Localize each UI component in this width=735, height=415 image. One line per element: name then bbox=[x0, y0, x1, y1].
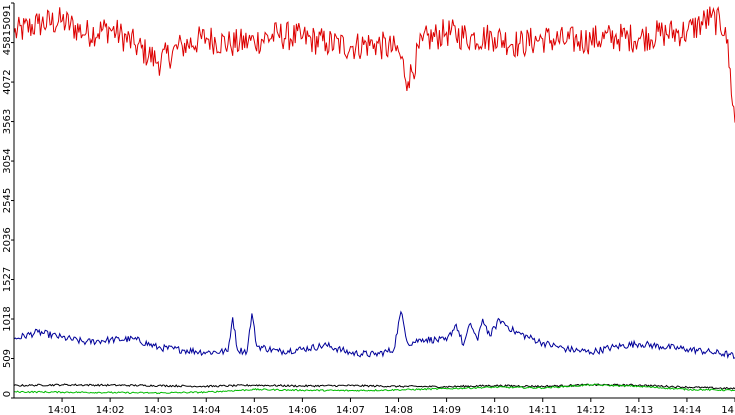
x-tick-label: 14:01 bbox=[48, 405, 77, 415]
y-tick-label: 5091 bbox=[2, 4, 13, 29]
x-tick-label: 14:12 bbox=[576, 405, 605, 415]
y-tick-label: 0 bbox=[2, 391, 13, 397]
y-tick-label: 3563 bbox=[2, 109, 13, 134]
series-line-1 bbox=[13, 6, 735, 123]
series-layer bbox=[13, 6, 735, 395]
x-tick-label: 14:11 bbox=[528, 405, 557, 415]
x-tick-label: 14:10 bbox=[480, 405, 509, 415]
y-tick-label: 1018 bbox=[2, 306, 13, 331]
y-tick-label: 4072 bbox=[2, 69, 13, 94]
x-tick-label: 14:04 bbox=[192, 405, 221, 415]
x-tick-label: 14:14 bbox=[673, 405, 702, 415]
x-tick-label: 14:07 bbox=[336, 405, 365, 415]
x-tick-label: 14:13 bbox=[624, 405, 653, 415]
x-tick-label: 14:08 bbox=[384, 405, 413, 415]
x-tick-label: 14:05 bbox=[240, 405, 269, 415]
y-tick-label: 509 bbox=[2, 349, 13, 368]
x-tick-label: 14:09 bbox=[432, 405, 461, 415]
y-tick-label: 2545 bbox=[2, 188, 13, 213]
y-tick-label: 4581 bbox=[2, 30, 13, 55]
x-tick-label: 14:02 bbox=[96, 405, 125, 415]
y-tick-label: 2036 bbox=[2, 227, 13, 252]
x-tick-label: 14:03 bbox=[144, 405, 173, 415]
series-line-2 bbox=[13, 310, 735, 360]
series-line-4 bbox=[13, 383, 735, 395]
x-tick-label: 14 bbox=[721, 405, 734, 415]
series-line-3 bbox=[13, 383, 735, 390]
y-tick-label: 1527 bbox=[2, 267, 13, 292]
y-tick-label: 3054 bbox=[2, 148, 13, 173]
x-tick-label: 14:06 bbox=[288, 405, 317, 415]
